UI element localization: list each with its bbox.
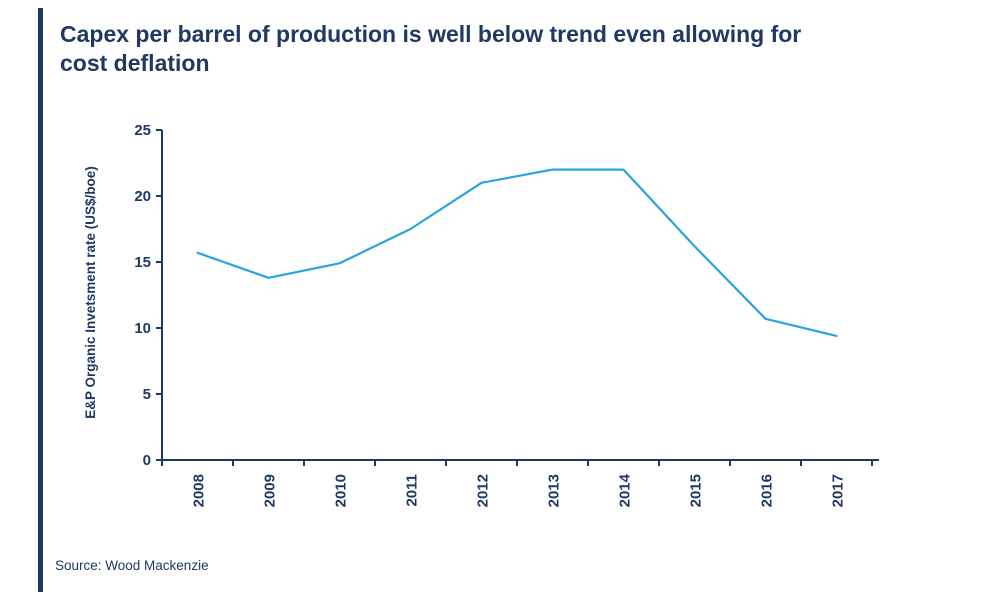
source-note: Source: Wood Mackenzie	[55, 558, 209, 573]
y-tick-label: 5	[143, 386, 151, 403]
x-tick-label: 2015	[688, 474, 705, 507]
x-tick-label: 2012	[475, 474, 492, 507]
x-tick-label: 2008	[191, 474, 208, 507]
x-tick-label: 2017	[830, 474, 847, 507]
y-tick-label: 20	[134, 188, 151, 205]
chart-canvas: 0 5 10 15 20 25 2008 2009 2010 2011 2012 2013 2014 20…	[134, 122, 879, 507]
page-title: Capex per barrel of production is well b…	[60, 21, 802, 77]
x-tick-label: 2016	[759, 474, 776, 507]
x-tick-label: 2010	[333, 474, 350, 507]
x-tick-label: 2014	[617, 473, 634, 507]
accent-bar	[38, 8, 43, 592]
y-tick-label: 10	[134, 320, 151, 337]
y-tick-label: 25	[134, 122, 151, 139]
x-tick-label: 2011	[404, 474, 421, 507]
chart-line	[196, 168, 838, 337]
chart: 0 5 10 15 20 25 2008 2009 2010 2011 2012 2013 2014 20…	[95, 118, 955, 548]
x-tick-label: 2009	[262, 474, 279, 507]
x-tick-label: 2013	[546, 474, 563, 507]
y-tick-label: 15	[134, 254, 151, 271]
y-tick-label: 0	[143, 452, 151, 469]
